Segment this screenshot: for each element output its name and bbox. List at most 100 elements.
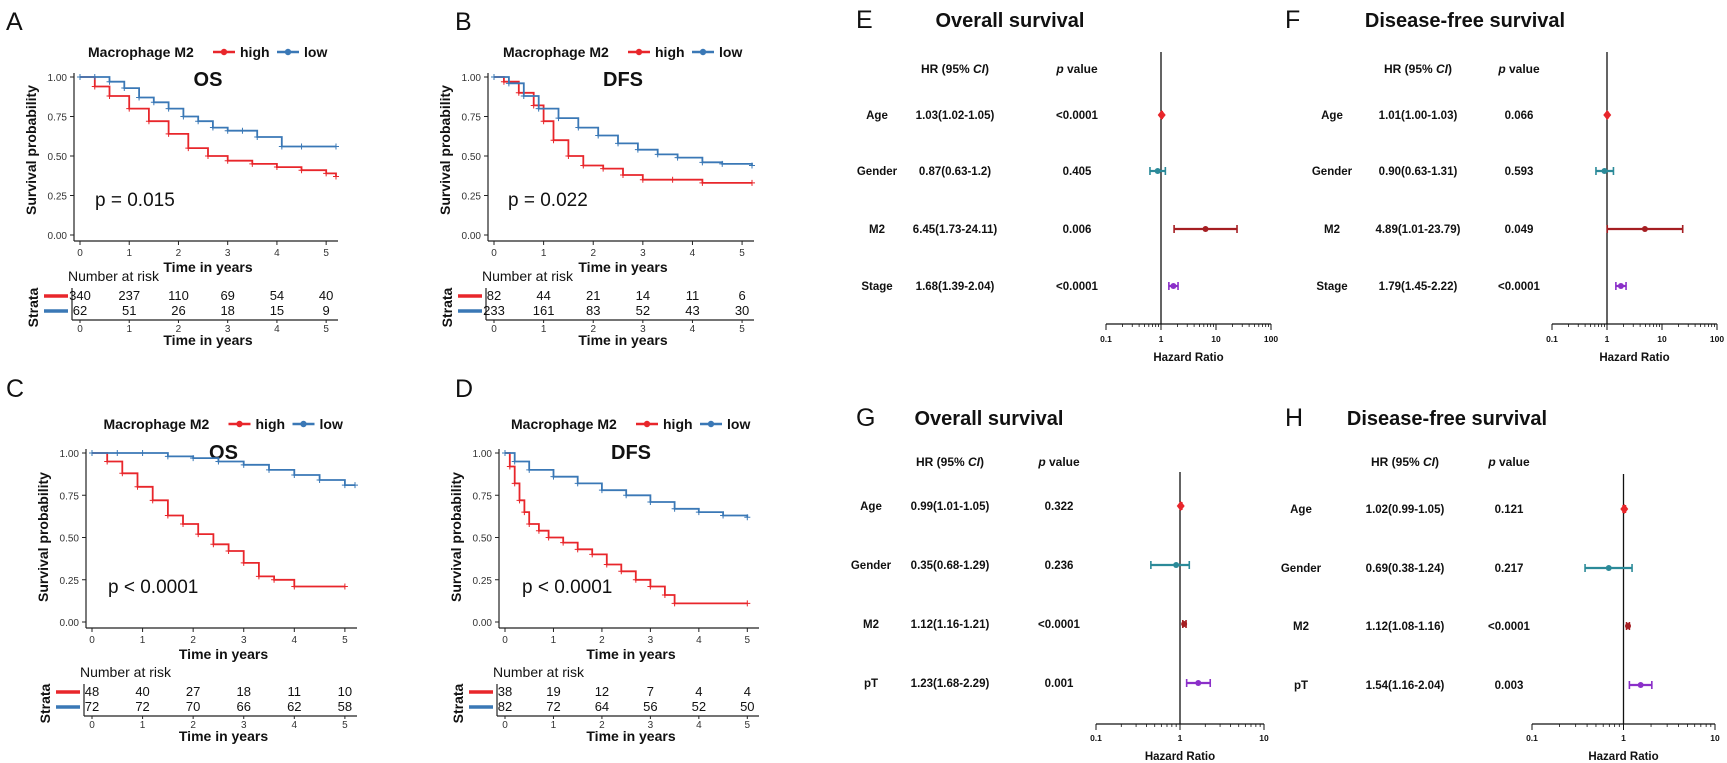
p-value: p = 0.022 xyxy=(508,190,588,211)
censor-mark-low xyxy=(695,509,702,516)
censor-mark-high xyxy=(195,531,202,538)
censor-mark-low xyxy=(239,127,246,134)
p-value: p = 0.015 xyxy=(95,190,175,211)
censor-mark-low xyxy=(209,124,216,131)
censor-mark-low xyxy=(520,92,527,99)
censor-mark-high xyxy=(661,591,668,598)
x-tick-label: 2 xyxy=(599,635,605,646)
y-tick-label: 0.25 xyxy=(48,192,68,203)
risk-cell: 56 xyxy=(643,699,657,714)
y-tick-label: 0.25 xyxy=(462,192,482,203)
series-line-high xyxy=(92,452,345,588)
hr-marker xyxy=(1157,110,1166,120)
censor-mark-high xyxy=(104,458,111,465)
legend-label-low: low xyxy=(719,44,742,60)
risk-cell: 82 xyxy=(487,288,501,303)
forest-x-axis-title: Hazard Ratio xyxy=(1145,751,1215,763)
x-tick-label: 2 xyxy=(190,635,196,646)
x-tick-label: 5 xyxy=(739,248,745,259)
risk-cell: 52 xyxy=(692,699,706,714)
col-header-hr: HR (95% CI) xyxy=(916,455,984,469)
risk-cell: 7 xyxy=(647,684,654,699)
risk-cell: 40 xyxy=(135,684,149,699)
risk-cell: 10 xyxy=(338,684,352,699)
y-axis-title: Survival probability xyxy=(35,472,51,602)
risk-cell: 11 xyxy=(686,288,700,303)
censor-mark-high xyxy=(225,548,232,555)
row-label: Age xyxy=(1321,110,1343,122)
panel-letter: F xyxy=(1285,6,1300,34)
censor-mark-low xyxy=(106,78,113,85)
y-tick-label: 0.25 xyxy=(60,576,80,587)
forest-x-tick-label: 10 xyxy=(1657,334,1667,344)
y-tick-label: 1.00 xyxy=(473,449,493,460)
censor-mark-low xyxy=(615,140,622,147)
x-tick-label: 5 xyxy=(323,248,329,259)
p-value: p < 0.0001 xyxy=(108,577,198,598)
risk-cell: 15 xyxy=(270,303,284,318)
row-hr: 0.90(0.63-1.31) xyxy=(1379,166,1458,178)
risk-cell: 26 xyxy=(171,303,185,318)
risk-cell: 18 xyxy=(220,303,234,318)
hr-marker xyxy=(1617,283,1624,289)
legend-marker-low xyxy=(284,48,292,56)
censor-mark-high xyxy=(540,118,547,125)
row-hr: 1.23(1.68-2.29) xyxy=(911,678,990,690)
risk-x-tick-label: 3 xyxy=(648,720,654,731)
x-tick-label: 0 xyxy=(77,248,83,259)
row-label: Age xyxy=(866,110,888,122)
panel-letter: G xyxy=(856,404,875,432)
forest-x-tick-label: 100 xyxy=(1264,334,1278,344)
risk-cell: 69 xyxy=(220,288,234,303)
censor-mark-low xyxy=(139,450,146,456)
censor-mark-high xyxy=(210,541,217,548)
risk-x-tick-label: 5 xyxy=(739,324,745,335)
km-panel-A: A Macrophage M2 high low OS 0.00 0.25 0.50 0.75 1… xyxy=(6,8,339,348)
censor-mark-high xyxy=(149,497,156,504)
row-label: Gender xyxy=(1281,563,1322,575)
x-tick-label: 0 xyxy=(89,635,95,646)
hr-marker xyxy=(1173,562,1180,568)
censor-mark-low xyxy=(89,450,95,456)
censor-mark-high xyxy=(516,497,523,504)
km-panel-B: B Macrophage M2 high low DFS 0.00 0.25 0.50 0.75… xyxy=(437,8,755,348)
p-value: p < 0.0001 xyxy=(522,577,612,598)
legend-marker-high xyxy=(643,420,651,428)
risk-cell: 14 xyxy=(636,288,650,303)
legend-marker-high xyxy=(635,48,643,56)
legend: Macrophage M2 high low xyxy=(503,44,742,60)
censor-mark-low xyxy=(654,151,661,158)
x-tick-label: 3 xyxy=(648,635,654,646)
censor-mark-low xyxy=(535,105,542,112)
row-hr: 1.54(1.16-2.04) xyxy=(1366,680,1445,692)
censor-mark-low xyxy=(526,466,533,473)
row-label: Age xyxy=(860,501,882,513)
risk-cell: 54 xyxy=(270,288,284,303)
x-tick-label: 4 xyxy=(696,635,702,646)
censor-mark-low xyxy=(254,134,261,141)
panel-letter: E xyxy=(856,6,873,34)
legend-label-high: high xyxy=(240,44,270,60)
risk-cell: 52 xyxy=(636,303,650,318)
panel-letter: C xyxy=(6,375,24,403)
risk-cell: 27 xyxy=(186,684,200,699)
risk-cell: 19 xyxy=(546,684,560,699)
censor-mark-high xyxy=(521,509,528,516)
row-p: 0.236 xyxy=(1045,560,1074,572)
risk-cell: 83 xyxy=(586,303,600,318)
censor-mark-high xyxy=(744,600,751,607)
risk-x-tick-label: 3 xyxy=(241,720,247,731)
y-tick-label: 0.00 xyxy=(48,231,68,242)
row-p: 0.593 xyxy=(1505,166,1534,178)
risk-x-tick-label: 5 xyxy=(745,720,751,731)
row-p: 0.049 xyxy=(1505,224,1534,236)
legend-label-low: low xyxy=(320,416,343,432)
censor-mark-low xyxy=(719,160,726,167)
row-label: M2 xyxy=(869,224,885,236)
legend-label-high: high xyxy=(256,416,286,432)
censor-mark-high xyxy=(545,534,552,541)
censor-mark-low xyxy=(674,154,681,161)
risk-x-tick-label: 1 xyxy=(126,324,132,335)
x-tick-label: 3 xyxy=(241,635,247,646)
